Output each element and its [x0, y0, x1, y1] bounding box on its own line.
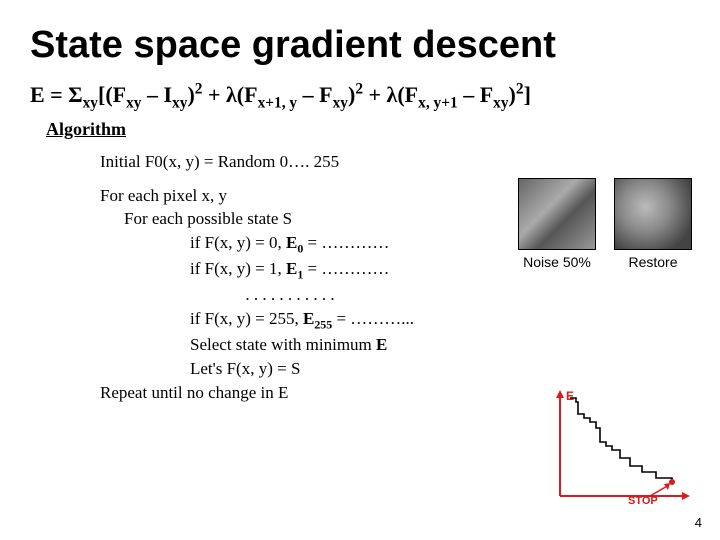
algo-init: Initial F0(x, y) = Random 0…. 255 — [100, 150, 500, 174]
formula-open: [(F — [98, 82, 126, 107]
convergence-graph: E STOP — [552, 388, 692, 508]
algo-if255a: if F(x, y) = 255, — [190, 309, 303, 328]
algo-let: Let's F(x, y) = S — [190, 357, 500, 381]
algo-loop1: For each pixel x, y — [100, 184, 500, 208]
formula-t2a-sub: x+1, y — [258, 95, 298, 112]
formula-t1b-sub: xy — [172, 95, 187, 112]
formula-plus1: + λ(F — [202, 82, 257, 107]
algo-if255: if F(x, y) = 255, E255 = ………... — [190, 307, 500, 333]
formula-plus2: + λ(F — [363, 82, 418, 107]
noisy-caption: Noise 50% — [518, 254, 596, 270]
noisy-image-box: Noise 50% — [518, 178, 596, 270]
page-title: State space gradient descent — [30, 24, 690, 67]
formula-t2b: – F — [297, 82, 332, 107]
formula-t3b: – F — [458, 82, 493, 107]
formula-t1c: ) — [187, 82, 194, 107]
page-number: 4 — [695, 515, 702, 530]
algo-dots: . . . . . . . . . . . — [190, 283, 390, 307]
images-row: Noise 50% Restore — [518, 178, 692, 270]
algo-if0c: = ………… — [303, 233, 389, 252]
algorithm-block: Initial F0(x, y) = Random 0…. 255 For ea… — [100, 150, 500, 405]
formula-t3b-sub: xy — [493, 95, 508, 112]
svg-text:E: E — [566, 389, 574, 403]
formula-lhs: E = — [30, 82, 68, 107]
algo-if0a: if F(x, y) = 0, — [190, 233, 286, 252]
algo-select-text: Select state with minimum — [190, 335, 376, 354]
formula-sq3: 2 — [516, 81, 524, 98]
formula-t2b-sub: xy — [333, 95, 348, 112]
svg-text:STOP: STOP — [628, 495, 658, 507]
algo-if0b: E — [286, 233, 297, 252]
algo-if1: if F(x, y) = 1, E1 = ………… — [190, 257, 500, 283]
restore-image-box: Restore — [614, 178, 692, 270]
formula-t1b: – I — [141, 82, 172, 107]
formula-close: ] — [524, 82, 531, 107]
algo-if255c: = ………... — [332, 309, 414, 328]
formula-sq2: 2 — [355, 81, 363, 98]
formula-t1a-sub: xy — [126, 95, 141, 112]
noisy-image — [518, 178, 596, 250]
restore-image — [614, 178, 692, 250]
formula-t3a-sub: x, y+1 — [418, 95, 458, 112]
algo-select: Select state with minimum E — [190, 333, 500, 357]
algo-if0: if F(x, y) = 0, E0 = ………… — [190, 231, 500, 257]
algo-if255b: E — [303, 309, 314, 328]
algo-if1a: if F(x, y) = 1, — [190, 259, 286, 278]
algo-select-e: E — [376, 335, 387, 354]
restore-caption: Restore — [614, 254, 692, 270]
formula-sigma-sub: xy — [83, 95, 98, 112]
algo-if1b: E — [286, 259, 297, 278]
energy-formula: E = Σxy[(Fxy – Ixy)2 + λ(Fx+1, y – Fxy)2… — [30, 81, 690, 113]
algo-if1c: = ………… — [303, 259, 389, 278]
formula-sigma: Σ — [68, 82, 82, 107]
algo-loop2: For each possible state S — [124, 207, 500, 231]
formula-t3c: ) — [509, 82, 516, 107]
algo-repeat: Repeat until no change in E — [100, 381, 500, 405]
algorithm-header: Algorithm — [46, 119, 690, 140]
algo-if255sub: 255 — [314, 317, 332, 331]
